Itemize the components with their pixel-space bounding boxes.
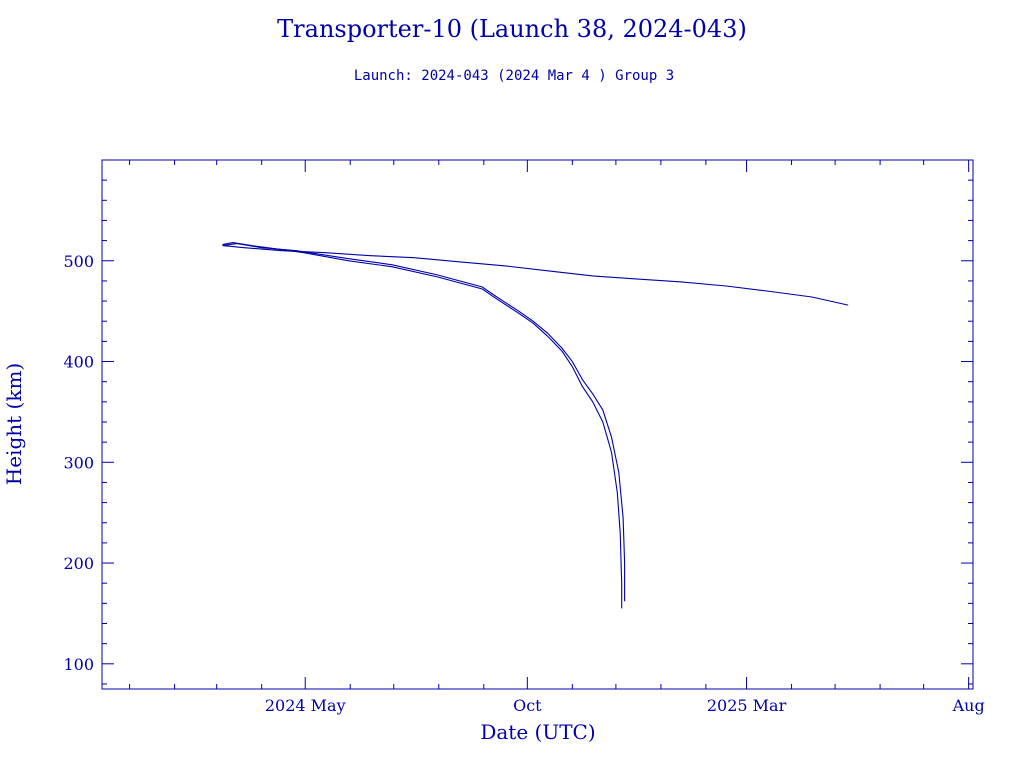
chart-title: Transporter-10 (Launch 38, 2024-043) xyxy=(277,15,747,43)
axis-ticks xyxy=(102,159,973,689)
series-group xyxy=(222,242,849,609)
y-tick-label: 200 xyxy=(63,554,94,573)
x-axis-label: Date (UTC) xyxy=(480,720,595,744)
x-tick-label: Aug xyxy=(952,696,985,715)
x-tick-label: Oct xyxy=(513,696,542,715)
x-tick-label: 2025 Mar xyxy=(707,696,787,715)
y-tick-label: 300 xyxy=(63,453,94,472)
tick-labels: 100 200 300 400 500 2024 May Oct 2025 Mar Aug xyxy=(63,252,984,715)
y-tick-label: 500 xyxy=(63,252,94,271)
y-tick-label: 400 xyxy=(63,353,94,372)
series-line-3 xyxy=(222,243,626,602)
x-tick-label: 2024 May xyxy=(265,696,346,715)
chart-subtitle: Launch: 2024-043 (2024 Mar 4 ) Group 3 xyxy=(354,68,674,84)
plot-frame xyxy=(101,159,974,690)
series-line-2 xyxy=(222,242,623,609)
y-tick-label: 100 xyxy=(63,655,94,674)
y-axis-label: Height (km) xyxy=(2,363,26,485)
